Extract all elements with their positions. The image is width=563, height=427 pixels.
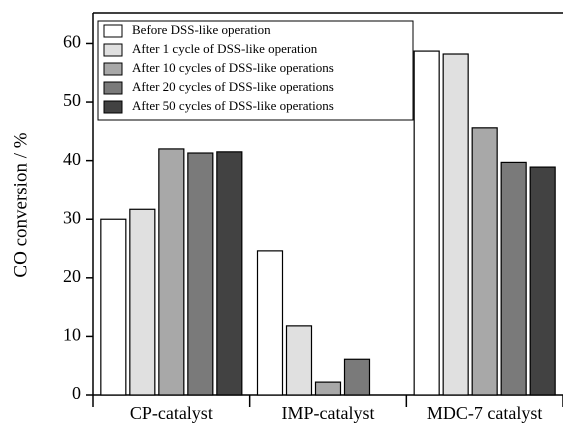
legend-swatch	[103, 43, 123, 57]
legend-label: Before DSS-like operation	[132, 22, 271, 37]
y-tick-label: 0	[72, 383, 81, 403]
legend-swatch	[103, 62, 123, 76]
bar	[343, 358, 371, 396]
bar	[187, 152, 214, 396]
bar	[100, 218, 127, 396]
bar	[158, 148, 185, 396]
legend-label: After 50 cycles of DSS-like operations	[132, 98, 334, 113]
bar	[285, 325, 313, 396]
y-axis-label: CO conversion / %	[10, 132, 31, 277]
x-tick-label: IMP-catalyst	[282, 403, 375, 423]
legend-label: After 20 cycles of DSS-like operations	[132, 79, 334, 94]
legend-swatch	[103, 100, 123, 114]
bar	[216, 151, 243, 396]
x-tick-label: MDC-7 catalyst	[427, 403, 542, 423]
bar	[129, 208, 156, 396]
legend-label: After 10 cycles of DSS-like operations	[132, 60, 334, 75]
legend-swatch	[103, 81, 123, 95]
legend-swatch	[103, 24, 123, 38]
legend-box	[97, 20, 414, 121]
legend-label: After 1 cycle of DSS-like operation	[132, 41, 318, 56]
x-tick-label: CP-catalyst	[130, 403, 213, 423]
y-tick-label: 10	[63, 325, 81, 345]
y-tick-label: 50	[63, 90, 81, 110]
bar	[471, 127, 498, 396]
bar	[500, 161, 527, 396]
bar	[529, 166, 556, 396]
y-tick-label: 30	[63, 207, 81, 227]
bar	[256, 250, 284, 396]
y-tick-label: 20	[63, 266, 81, 286]
y-tick-label: 60	[63, 32, 81, 52]
bar	[413, 50, 440, 396]
bar	[442, 53, 469, 396]
y-tick-label: 40	[63, 149, 81, 169]
bar	[314, 381, 342, 396]
